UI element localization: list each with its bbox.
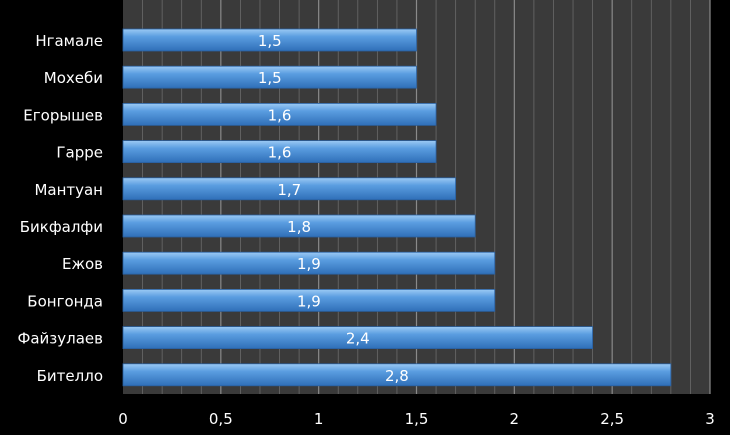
category-label-1: Нгамале [35, 32, 103, 50]
category-label-3: Егорышев [23, 106, 103, 124]
x-tick-label-2: 1 [314, 410, 324, 428]
category-label-2: Мохеби [44, 69, 103, 87]
x-tick-label-1: 0,5 [209, 410, 233, 428]
x-tick-label-5: 2,5 [600, 410, 624, 428]
category-label-5: Мантуан [34, 181, 103, 199]
x-axis: 0 0,5 1 1,5 2 2,5 3 [118, 410, 715, 428]
x-tick-label-0: 0 [118, 410, 128, 428]
category-label-10: Бителло [37, 367, 103, 385]
bar-9 [122, 326, 594, 350]
bar-7 [122, 251, 496, 275]
category-label-6: Бикфалфи [20, 218, 103, 236]
data-label-6: 1,8 [287, 218, 311, 236]
data-label-7: 1,9 [297, 255, 321, 273]
x-tick-label-3: 1,5 [405, 410, 429, 428]
category-label-9: Файзулаев [17, 330, 103, 348]
x-tick-label-6: 3 [705, 410, 715, 428]
data-label-10: 2,8 [385, 367, 409, 385]
data-label-8: 1,9 [297, 292, 321, 310]
bar-4 [122, 140, 437, 164]
data-label-1: 1,5 [258, 32, 282, 50]
bar-5 [122, 177, 457, 201]
category-label-8: Бонгонда [27, 292, 103, 310]
bar-6 [122, 214, 476, 238]
data-label-4: 1,6 [268, 144, 292, 162]
bar-2 [122, 65, 417, 89]
data-label-5: 1,7 [277, 181, 301, 199]
data-label-2: 1,5 [258, 69, 282, 87]
data-label-9: 2,4 [346, 330, 370, 348]
category-labels: Нгамале Мохеби Егорышев Гарре Мантуан Бикфалф… [17, 32, 103, 385]
category-label-7: Ежов [62, 255, 103, 273]
data-label-3: 1,6 [268, 106, 292, 124]
x-tick-label-4: 2 [510, 410, 520, 428]
bars: 1,5 1,5 1,6 1,6 1,7 1,8 1,9 1,9 2,4 2,8 [122, 28, 672, 387]
category-label-4: Гарре [56, 144, 103, 162]
bar-10 [122, 363, 672, 387]
bar-3 [122, 103, 437, 126]
bar-8 [122, 288, 496, 312]
bar-1 [122, 28, 417, 52]
